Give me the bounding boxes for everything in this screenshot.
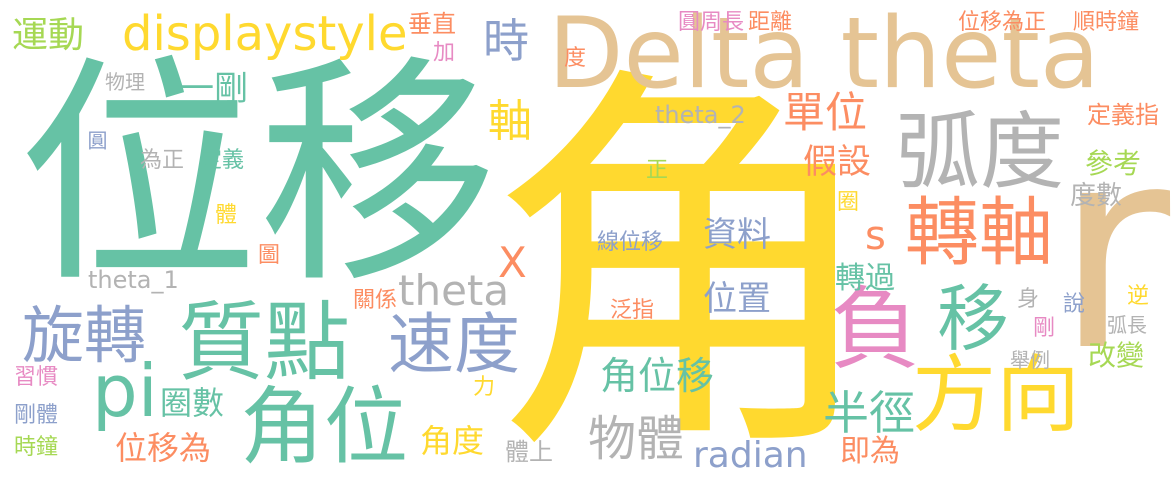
word-du: 度 <box>564 46 587 71</box>
word-jiaoweiyi: 角位移 <box>600 354 715 398</box>
word-hudu: 弧度 <box>896 103 1065 201</box>
word-gaibian: 改變 <box>1088 339 1145 372</box>
word-guanxi: 關係 <box>353 288 398 313</box>
word-juli2: 舉例 <box>1010 348 1050 372</box>
word-yuan: 圓 <box>84 130 108 150</box>
word-r: r <box>1055 87 1171 413</box>
word-wuli: 物理 <box>105 70 145 94</box>
word-jiashe: 假設 <box>803 142 871 182</box>
word-fangxiang: 方向 <box>912 346 1081 444</box>
word-theta: theta <box>398 266 510 315</box>
word-dingyizhi: 定義指 <box>1087 101 1159 129</box>
word-gangti: 剛體 <box>14 403 59 428</box>
word-ni: 逆 <box>1127 284 1150 309</box>
word-x: X <box>498 238 527 287</box>
word-wuti: 物體 <box>588 411 685 467</box>
word-zhidian: 質點 <box>178 293 350 393</box>
word-theta-2: theta_2 <box>655 101 746 129</box>
word-weiyi: 位移 <box>18 35 499 315</box>
word-zhuanguo: 轉過 <box>835 261 895 296</box>
word-tishang: 體上 <box>505 438 553 466</box>
word-huchang: 弧長 <box>1107 313 1147 337</box>
word-weiyiwei: 位移為 <box>115 429 212 467</box>
word-xianweiyi: 線位移 <box>597 230 664 255</box>
word-zheng: 正 <box>646 158 669 183</box>
word-jia: 加 <box>429 40 454 62</box>
word-s: s <box>865 213 886 259</box>
word-pi: pi <box>92 349 158 433</box>
word-shi: 時 <box>483 14 529 68</box>
word-quan: 圈 <box>837 190 860 215</box>
word-zhou: 軸 <box>488 96 532 147</box>
word-sudu: 速度 <box>388 306 520 383</box>
word-weizheng: 為正 <box>140 148 185 173</box>
word-tu: 圖 <box>258 243 281 268</box>
word-dingyi: 定義 <box>200 148 245 173</box>
word-displaystyle: displaystyle <box>122 6 408 62</box>
word-delta-theta: Delta theta <box>548 0 1100 111</box>
word-shizhong: 時鐘 <box>14 435 59 460</box>
word-fu: 負 <box>830 277 920 382</box>
word-shuo: 說 <box>1063 292 1086 317</box>
word-radian: radian <box>693 435 808 476</box>
word-cankao: 參考 <box>1085 147 1142 180</box>
word-yuanzhouchang: 圓周長 <box>678 10 745 35</box>
word-fanzhi: 泛指 <box>610 298 655 323</box>
word-weiyiweizheng: 位移為正 <box>958 10 1047 35</box>
word-jiwei: 即為 <box>840 434 900 469</box>
word-yigang: 一剛 <box>180 69 248 109</box>
word-quanshu: 圈數 <box>160 384 225 422</box>
word-xiguan: 習慣 <box>14 365 59 390</box>
word-li: 力 <box>473 375 496 400</box>
word-shunshizhong: 順時鐘 <box>1073 10 1140 35</box>
word-jiao: 角 <box>485 37 885 482</box>
word-ti: 體 <box>215 203 238 228</box>
word-jiaodu: 角度 <box>420 422 485 460</box>
word-chuizhi: 垂直 <box>408 10 456 38</box>
word-xuanzhuan: 旋轉 <box>22 299 147 372</box>
word-ziliao: 資料 <box>703 215 771 255</box>
word-weizhi: 位置 <box>703 279 771 319</box>
word-banjing: 半徑 <box>823 386 915 440</box>
word-danwei: 單位 <box>783 88 868 137</box>
word-jiaowei: 角位 <box>240 378 409 476</box>
word-dushu: 度數 <box>1070 181 1123 211</box>
word-gang: 剛 <box>1033 316 1056 341</box>
word-theta-1: theta_1 <box>88 266 179 294</box>
word-shenti: 身 <box>1017 287 1040 312</box>
word-zhuanzhou: 轉軸 <box>905 190 1053 276</box>
word-juli: 距離 <box>748 10 793 35</box>
word-yundong: 運動 <box>12 15 85 56</box>
word-yi: 移 <box>937 277 1010 361</box>
